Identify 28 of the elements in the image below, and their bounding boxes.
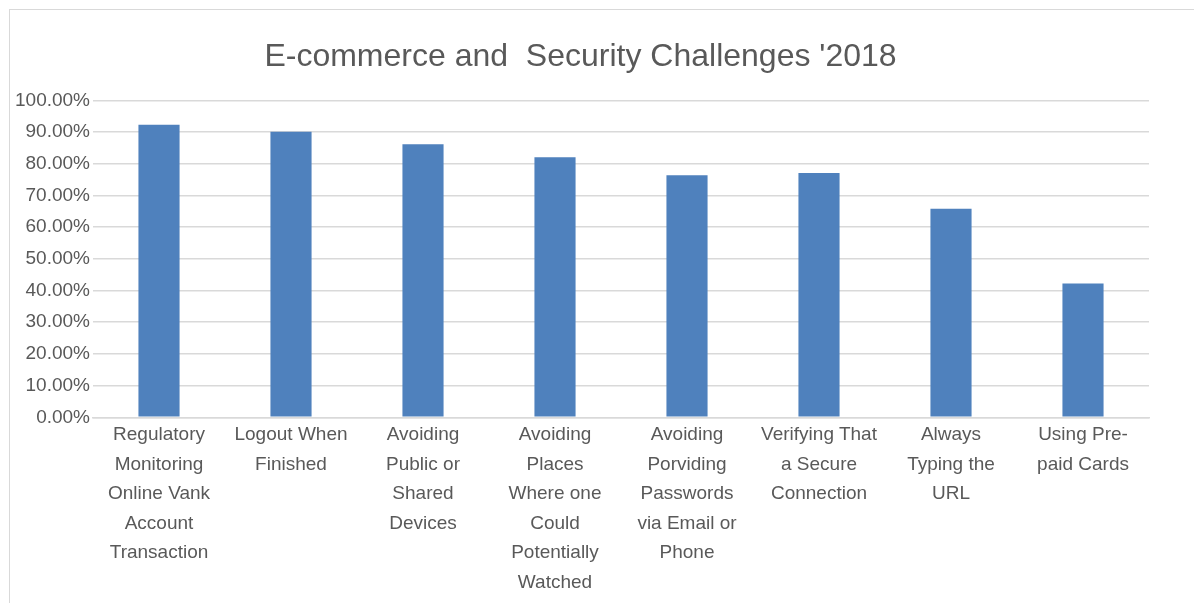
bar xyxy=(270,131,312,417)
y-tick-label: 80.00% xyxy=(25,152,91,174)
y-tick-label: 0.00% xyxy=(36,405,91,427)
y-tick-label: 70.00% xyxy=(25,183,91,205)
y-tick-label: 90.00% xyxy=(25,120,91,142)
bar xyxy=(1062,283,1104,417)
x-tick-label: Avoiding Porviding Passwords via Email or Phone xyxy=(637,423,738,563)
x-tick-label: Verifying That a Secure Connection xyxy=(761,423,878,504)
y-tick-label: 100.00% xyxy=(14,88,91,110)
x-tick-label: Avoiding Public or Shared Devices xyxy=(386,423,461,533)
x-tick-label: Regulatory Monitoring Online Vank Account Transaction xyxy=(107,423,211,563)
y-tick-label: 30.00% xyxy=(25,310,91,332)
bar xyxy=(402,144,444,417)
bar xyxy=(534,157,576,417)
bar xyxy=(798,172,840,417)
bar xyxy=(666,175,708,417)
x-tick-label: Avoiding Places Where one Could Potentially Watched xyxy=(508,423,602,592)
y-tick-label: 20.00% xyxy=(25,342,91,364)
x-tick-label: Using Pre-paid Cards xyxy=(1037,423,1129,474)
bar xyxy=(930,208,972,417)
y-tick-label: 10.00% xyxy=(25,373,91,395)
x-tick-label: Logout When Finished xyxy=(234,423,348,474)
y-tick-label: 60.00% xyxy=(25,215,91,237)
y-tick-label: 50.00% xyxy=(25,247,91,269)
x-tick-label: Always Typing the URL xyxy=(907,423,995,504)
bar xyxy=(138,124,180,417)
y-tick-label: 40.00% xyxy=(25,278,91,300)
chart-title: E-commerce and Security Challenges '2018 xyxy=(264,37,897,74)
